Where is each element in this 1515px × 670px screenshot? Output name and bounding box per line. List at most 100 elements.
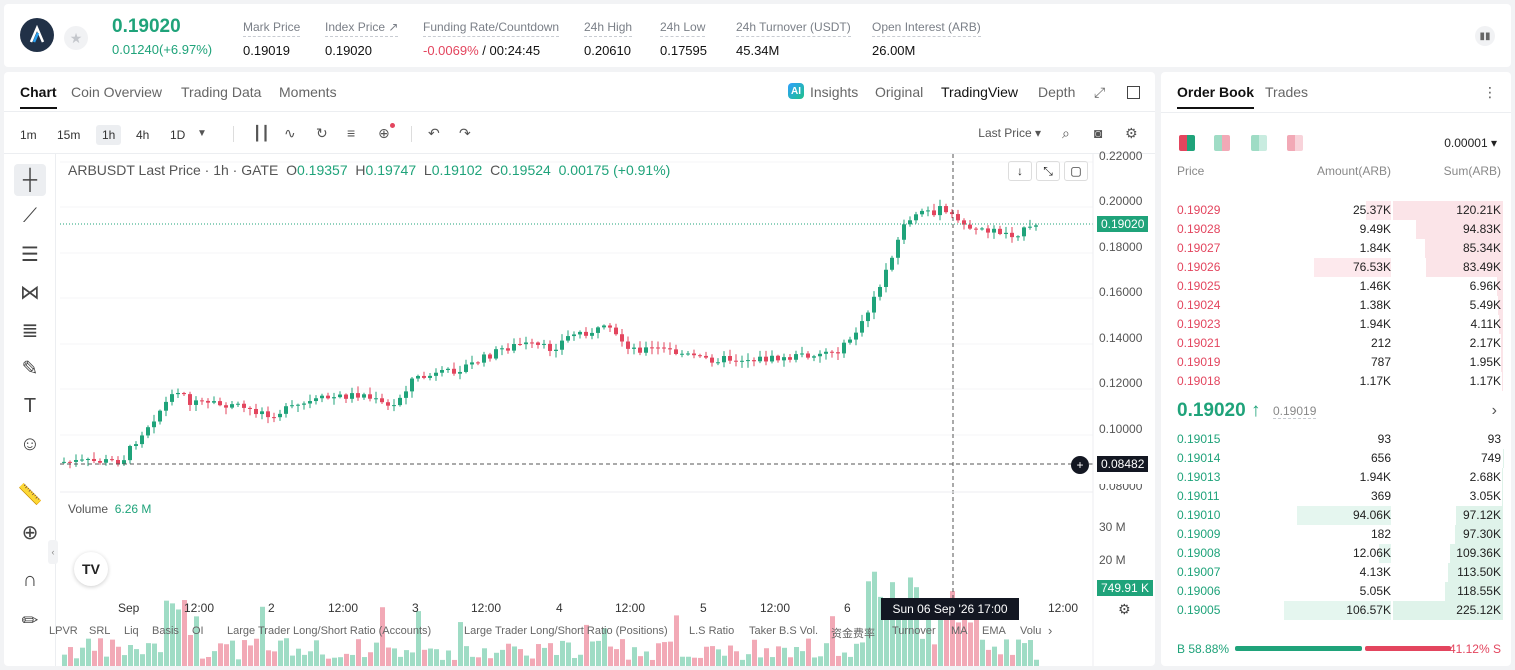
- redo-icon[interactable]: ↷: [459, 125, 471, 141]
- zoom-in-icon[interactable]: ⊕: [21, 521, 39, 544]
- indicator-tag[interactable]: SRL: [89, 625, 111, 637]
- ask-row[interactable]: 0.19027 1.84K 85.34K: [1161, 239, 1511, 258]
- ask-row[interactable]: 0.19025 1.46K 6.96K: [1161, 277, 1511, 296]
- tab-insights[interactable]: Insights: [810, 84, 859, 100]
- fullscreen-icon[interactable]: ⤢: [1094, 84, 1106, 100]
- window-icon[interactable]: [1127, 86, 1140, 99]
- layout-split-icon[interactable]: [1214, 135, 1230, 151]
- bid-row[interactable]: 0.19008 12.06K 109.36K: [1161, 544, 1511, 563]
- camera-icon[interactable]: ◙: [1094, 125, 1103, 141]
- timeframe-1m[interactable]: 1m: [20, 128, 37, 142]
- undo-icon[interactable]: ↶: [428, 125, 440, 141]
- fib-icon[interactable]: ≣: [21, 319, 39, 342]
- tab-moments[interactable]: Moments: [279, 84, 337, 100]
- indicator-tag[interactable]: EMA: [982, 625, 1006, 637]
- tab-order-book[interactable]: Order Book: [1177, 84, 1255, 109]
- bid-row[interactable]: 0.19011 369 3.05K: [1161, 487, 1511, 506]
- indicator-tag[interactable]: OI: [192, 625, 204, 637]
- ask-row[interactable]: 0.19024 1.38K 5.49K: [1161, 296, 1511, 315]
- replay-icon[interactable]: ↻: [316, 125, 328, 141]
- ai-insights-icon[interactable]: AI: [788, 83, 804, 99]
- ask-row[interactable]: 0.19023 1.94K 4.11K: [1161, 315, 1511, 334]
- indicator-tag[interactable]: LPVR: [49, 625, 78, 637]
- volume-bar: [152, 643, 157, 666]
- candle-body: [476, 362, 480, 364]
- layout-asks-icon[interactable]: [1287, 135, 1303, 151]
- axis-settings-icon[interactable]: ⚙: [1118, 601, 1131, 617]
- collapse-icon[interactable]: ⤡: [1036, 161, 1060, 181]
- book-price: 0.19021: [1177, 336, 1221, 350]
- ask-row[interactable]: 0.19028 9.49K 94.83K: [1161, 220, 1511, 239]
- candles-icon[interactable]: ┃┃: [253, 125, 270, 141]
- layout-both-icon[interactable]: [1179, 135, 1195, 151]
- tab-coin-overview[interactable]: Coin Overview: [71, 84, 163, 100]
- ask-row[interactable]: 0.19029 25.37K 120.21K: [1161, 201, 1511, 220]
- timeframe-4h[interactable]: 4h: [136, 128, 150, 142]
- text-tool-icon[interactable]: T: [23, 394, 37, 417]
- tab-trades[interactable]: Trades: [1265, 84, 1309, 100]
- x-tick: 12:00: [471, 601, 502, 615]
- chevron-right-icon[interactable]: ›: [1048, 623, 1053, 638]
- bid-row[interactable]: 0.19015 93 93: [1161, 430, 1511, 449]
- add-price-icon[interactable]: +: [1071, 456, 1089, 474]
- magnet-icon[interactable]: ∩: [22, 568, 38, 591]
- more-icon[interactable]: ⋮: [1483, 84, 1497, 100]
- indicator-tag[interactable]: L.S Ratio: [689, 625, 735, 637]
- timeframe-15m[interactable]: 15m: [57, 128, 81, 142]
- bid-row[interactable]: 0.19013 1.94K 2.68K: [1161, 468, 1511, 487]
- ask-row[interactable]: 0.19026 76.53K 83.49K: [1161, 258, 1511, 277]
- indicators-icon[interactable]: ∿: [284, 125, 296, 141]
- collapse-toolbar-icon[interactable]: ‹: [48, 540, 58, 564]
- horizontal-lines-icon[interactable]: ☰: [21, 243, 39, 266]
- trendline-icon[interactable]: ⟋: [23, 204, 37, 227]
- tab-depth[interactable]: Depth: [1038, 84, 1076, 100]
- chevron-down-icon[interactable]: ▼: [197, 128, 207, 139]
- indicator-tag[interactable]: Basis: [152, 625, 179, 637]
- brush-icon[interactable]: ✎: [21, 357, 39, 380]
- crosshair-icon[interactable]: ┼: [14, 164, 46, 196]
- indicator-tag[interactable]: MA: [951, 625, 968, 637]
- emoji-icon[interactable]: ☺: [19, 432, 41, 455]
- tab-original[interactable]: Original: [875, 84, 924, 100]
- timeframe-1h[interactable]: 1h: [96, 125, 122, 145]
- gear-icon[interactable]: ⚙: [1125, 125, 1138, 141]
- indicator-tag[interactable]: Large Trader Long/Short Ratio (Positions…: [464, 625, 668, 637]
- tab-tradingview[interactable]: TradingView: [941, 84, 1019, 100]
- bid-row[interactable]: 0.19005 106.57K 225.12K: [1161, 601, 1511, 620]
- indicator-tag[interactable]: 资金费率: [831, 628, 875, 640]
- ask-row[interactable]: 0.19021 212 2.17K: [1161, 334, 1511, 353]
- ruler-icon[interactable]: 📏: [17, 483, 43, 506]
- bid-row[interactable]: 0.19009 182 97.30K: [1161, 525, 1511, 544]
- favorite-star-icon[interactable]: ★: [64, 26, 88, 50]
- book-icon[interactable]: ▮▮: [1475, 26, 1495, 46]
- indicator-tag[interactable]: Large Trader Long/Short Ratio (Accounts): [227, 625, 432, 637]
- tradingview-logo-icon[interactable]: TV: [74, 552, 108, 586]
- pencil-icon[interactable]: ✏: [21, 609, 39, 632]
- candlestick-chart[interactable]: [60, 154, 1155, 666]
- indicator-tag[interactable]: Taker B.S Vol.: [749, 625, 819, 637]
- maximize-pane-icon[interactable]: ▢: [1064, 161, 1088, 181]
- ask-row[interactable]: 0.19018 1.17K 1.17K: [1161, 372, 1511, 391]
- tab-chart[interactable]: Chart: [20, 84, 57, 109]
- price-type-select[interactable]: Last Price ▾: [978, 126, 1041, 140]
- indicator-tag[interactable]: Liq: [124, 625, 139, 637]
- scroll-down-icon[interactable]: ↓: [1008, 161, 1032, 181]
- indicator-tag[interactable]: Volu: [1020, 625, 1042, 637]
- ask-row[interactable]: 0.19019 787 1.95K: [1161, 353, 1511, 372]
- layout-bids-icon[interactable]: [1251, 135, 1267, 151]
- candle-body: [164, 401, 168, 411]
- index-price-stat[interactable]: Index Price ↗ 0.19020: [325, 20, 399, 58]
- bid-row[interactable]: 0.19006 5.05K 118.55K: [1161, 582, 1511, 601]
- indicator-tag[interactable]: Turnover: [892, 625, 936, 637]
- bid-row[interactable]: 0.19014 656 749: [1161, 449, 1511, 468]
- tab-trading-data[interactable]: Trading Data: [181, 84, 262, 100]
- search-icon[interactable]: ⌕: [1062, 125, 1070, 141]
- bid-row[interactable]: 0.19010 94.06K 97.12K: [1161, 506, 1511, 525]
- chevron-right-icon[interactable]: ›: [1491, 402, 1497, 419]
- timeframe-1d[interactable]: 1D: [170, 128, 186, 142]
- pattern-icon[interactable]: ⋈: [20, 281, 40, 304]
- templates-icon[interactable]: ≡: [347, 125, 356, 141]
- bid-row[interactable]: 0.19007 4.13K 113.50K: [1161, 563, 1511, 582]
- precision-select[interactable]: 0.00001 ▾: [1444, 136, 1497, 150]
- add-alert-icon[interactable]: ⊕: [378, 123, 395, 142]
